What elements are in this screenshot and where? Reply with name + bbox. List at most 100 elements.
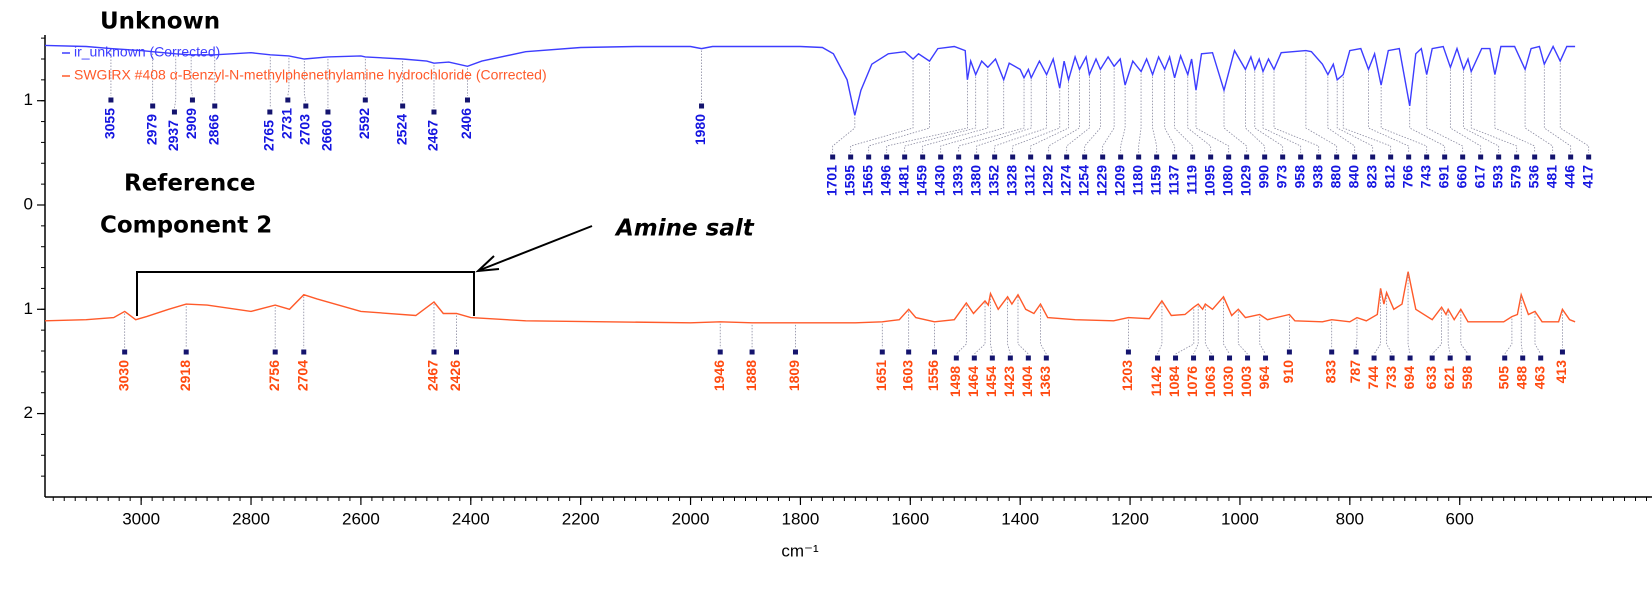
- peak-label: 481: [1543, 165, 1559, 189]
- peak-leader: [922, 69, 989, 153]
- peak-marker: [189, 97, 195, 103]
- peak-leader: [1449, 69, 1482, 153]
- peak-label: 1393: [949, 165, 965, 196]
- peak-marker: [1532, 154, 1538, 160]
- peak-label: 1464: [965, 366, 981, 397]
- peak-marker: [272, 349, 278, 355]
- peak-marker: [1043, 355, 1049, 361]
- peak-leader: [976, 79, 1032, 153]
- peak-leader: [1380, 87, 1428, 153]
- peak-label: 1701: [823, 165, 839, 196]
- peak-marker: [1082, 154, 1088, 160]
- peak-label: 1430: [931, 165, 947, 196]
- peak-label: 536: [1525, 165, 1541, 189]
- peak-leader: [1386, 294, 1393, 355]
- peak-marker: [1447, 355, 1453, 361]
- peak-marker: [1209, 355, 1215, 361]
- x-tick-label: 1000: [1221, 509, 1259, 528]
- peak-label: 1142: [1148, 366, 1164, 397]
- peak-marker: [1154, 154, 1160, 160]
- peak-label: 2731: [279, 108, 295, 139]
- plot: 3000 2800 2600 2400 2200 2000 1800 1600 1400 1200…: [24, 35, 1652, 528]
- peak-leader: [886, 81, 968, 153]
- peak-marker: [1155, 355, 1161, 361]
- peak-label: 1454: [983, 366, 999, 397]
- peak-label: 958: [1291, 165, 1307, 189]
- peak-marker: [1334, 154, 1340, 160]
- peak-marker: [1046, 154, 1052, 160]
- peak-leader: [832, 117, 856, 153]
- peak-marker: [1280, 154, 1286, 160]
- peak-label: 2660: [319, 120, 335, 151]
- peak-marker: [749, 349, 755, 355]
- peak-label: 1209: [1111, 165, 1127, 196]
- peak-marker: [931, 349, 937, 355]
- peak-marker: [989, 355, 995, 361]
- peak-label: 1481: [895, 165, 911, 196]
- peak-label: 938: [1309, 165, 1325, 189]
- peak-label: 2592: [356, 108, 372, 139]
- peak-marker: [992, 154, 998, 160]
- peak-label: 1888: [743, 360, 759, 391]
- peak-marker: [212, 103, 218, 109]
- y-tick-label: 1: [24, 90, 33, 109]
- peak-marker: [906, 349, 912, 355]
- peak-marker: [1353, 349, 1359, 355]
- x-tick-label: 2000: [672, 509, 710, 528]
- peak-label: 1180: [1129, 165, 1145, 196]
- peak-label: 1003: [1238, 366, 1254, 397]
- peak-marker: [1550, 154, 1556, 160]
- peak-marker: [267, 109, 273, 115]
- peak-leader: [1195, 92, 1230, 153]
- peak-marker: [1227, 355, 1233, 361]
- peak-label: 1274: [1057, 165, 1073, 196]
- peak-label: 1254: [1075, 165, 1091, 196]
- peak-marker: [1226, 154, 1232, 160]
- peak-label: 621: [1441, 366, 1457, 390]
- peak-leader: [1504, 318, 1513, 355]
- x-tick-label: 1200: [1111, 509, 1149, 528]
- peak-marker: [956, 154, 962, 160]
- peak-marker: [1208, 154, 1214, 160]
- peak-label: 446: [1561, 165, 1577, 189]
- peak-marker: [1262, 154, 1268, 160]
- peak-leader: [956, 305, 967, 355]
- peak-leader: [1175, 309, 1195, 355]
- annotation: Component 2: [100, 213, 272, 239]
- peak-marker: [1502, 355, 1508, 361]
- peak-marker: [717, 349, 723, 355]
- peak-leader: [1152, 76, 1158, 153]
- peak-leader: [1409, 107, 1446, 153]
- peak-leader: [1245, 71, 1266, 153]
- peak-marker: [1263, 355, 1269, 361]
- peak-label: 1203: [1119, 360, 1135, 391]
- peak-marker: [938, 154, 944, 160]
- peak-leader: [1407, 273, 1411, 355]
- peak-leader: [1342, 76, 1392, 153]
- peak-leader: [1204, 306, 1212, 355]
- peak-marker: [1298, 154, 1304, 160]
- peak-marker: [1465, 355, 1471, 361]
- peak-label: 1651: [873, 360, 889, 391]
- peak-marker: [1514, 154, 1520, 160]
- peak-marker: [920, 154, 926, 160]
- peak-marker: [454, 349, 460, 355]
- legend-label: SWGIRX #408 α-Benzyl-N-methylphenethylam…: [74, 67, 547, 83]
- peak-label: 598: [1459, 366, 1475, 390]
- peak-label: 1809: [786, 360, 802, 391]
- peak-label: 417: [1579, 165, 1595, 189]
- peak-leader: [1543, 66, 1572, 153]
- peak-label: 2756: [266, 360, 282, 391]
- peak-label: 2704: [294, 360, 310, 391]
- peak-leader: [1223, 298, 1230, 355]
- peak-label: 1119: [1183, 165, 1199, 195]
- peak-label: 413: [1553, 360, 1569, 384]
- peak-label: 1496: [877, 165, 893, 196]
- peak-marker: [830, 154, 836, 160]
- peak-marker: [1286, 349, 1292, 355]
- peak-marker: [431, 109, 437, 115]
- peak-label: 973: [1273, 165, 1289, 189]
- bracket: [136, 271, 475, 316]
- peak-marker: [792, 349, 798, 355]
- y-tick-label: 0: [24, 194, 33, 213]
